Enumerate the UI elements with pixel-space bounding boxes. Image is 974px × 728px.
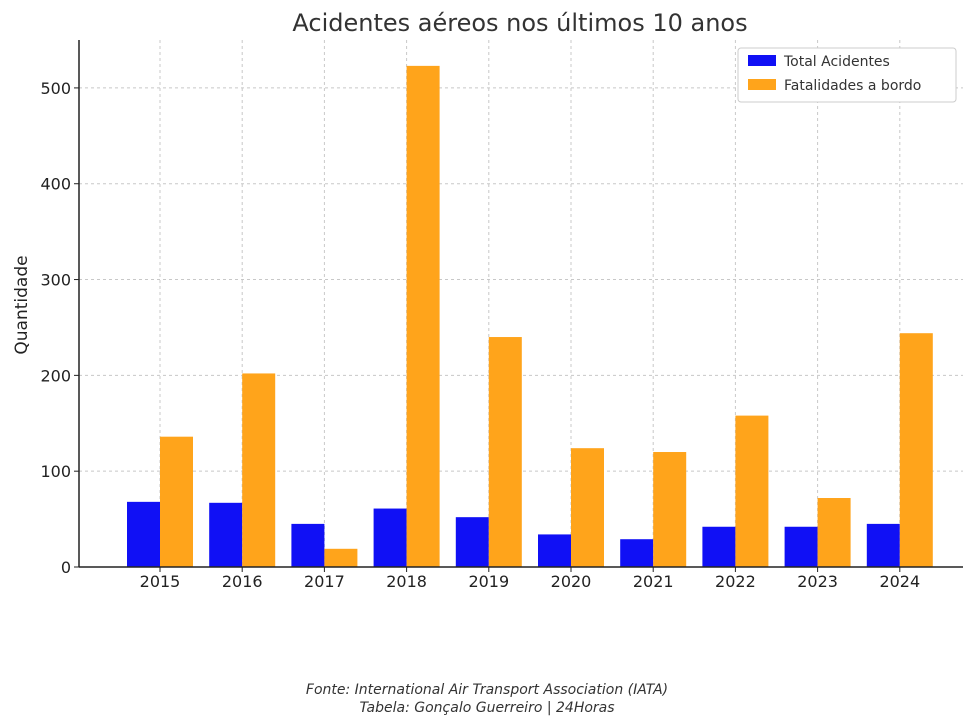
x-tick-label: 2019 bbox=[468, 572, 509, 591]
x-tick-label: 2018 bbox=[386, 572, 427, 591]
bar-fatalidades-2020 bbox=[571, 448, 604, 567]
bar-fatalidades-2021 bbox=[653, 452, 687, 567]
x-tick-label: 2017 bbox=[304, 572, 345, 591]
bar-total-acidentes-2018 bbox=[373, 508, 407, 567]
bar-total-acidentes-2019 bbox=[455, 517, 489, 567]
y-tick-label: 100 bbox=[40, 462, 71, 481]
bar-total-acidentes-2020 bbox=[538, 534, 571, 567]
x-tick-label: 2020 bbox=[551, 572, 592, 591]
x-tick-label: 2022 bbox=[715, 572, 756, 591]
legend-swatch bbox=[748, 79, 776, 90]
bar-fatalidades-2018 bbox=[406, 65, 440, 567]
legend-box bbox=[737, 47, 957, 103]
bar-fatalidades-2022 bbox=[735, 415, 769, 567]
x-tick-label: 2024 bbox=[879, 572, 920, 591]
credit-note: Tabela: Gonçalo Guerreiro | 24Horas bbox=[359, 700, 615, 716]
x-tick-label: 2023 bbox=[797, 572, 838, 591]
legend-label: Fatalidades a bordo bbox=[784, 78, 921, 94]
y-tick-label: 500 bbox=[40, 79, 71, 98]
bar-total-acidentes-2021 bbox=[620, 539, 654, 567]
bar-total-acidentes-2023 bbox=[784, 526, 818, 567]
bar-total-acidentes-2015 bbox=[127, 501, 160, 567]
legend-label: Total Acidentes bbox=[783, 54, 890, 70]
y-tick-label: 300 bbox=[40, 271, 71, 290]
x-tick-label: 2021 bbox=[633, 572, 674, 591]
bar-total-acidentes-2024 bbox=[866, 523, 900, 567]
y-tick-label: 0 bbox=[61, 558, 71, 577]
bar-fatalidades-2015 bbox=[160, 436, 193, 567]
source-note: Fonte: International Air Transport Assoc… bbox=[305, 682, 669, 698]
chart-title: Acidentes aéreos nos últimos 10 anos bbox=[292, 9, 747, 37]
x-tick-label: 2016 bbox=[222, 572, 263, 591]
bar-total-acidentes-2022 bbox=[702, 526, 736, 567]
legend: Total Acidentes Fatalidades a bordo bbox=[737, 47, 957, 103]
y-tick-label: 400 bbox=[40, 175, 71, 194]
bar-fatalidades-2023 bbox=[817, 498, 851, 567]
bar-fatalidades-2016 bbox=[242, 373, 276, 567]
bar-fatalidades-2024 bbox=[899, 333, 933, 567]
bar-total-acidentes-2016 bbox=[209, 502, 243, 567]
y-axis-label: Quantidade bbox=[12, 255, 32, 354]
bar-fatalidades-2019 bbox=[488, 337, 522, 567]
legend-swatch bbox=[748, 55, 776, 66]
bar-fatalidades-2017 bbox=[324, 548, 358, 567]
y-tick-label: 200 bbox=[40, 366, 71, 385]
x-tick-label: 2015 bbox=[140, 572, 181, 591]
bar-total-acidentes-2017 bbox=[291, 523, 325, 567]
